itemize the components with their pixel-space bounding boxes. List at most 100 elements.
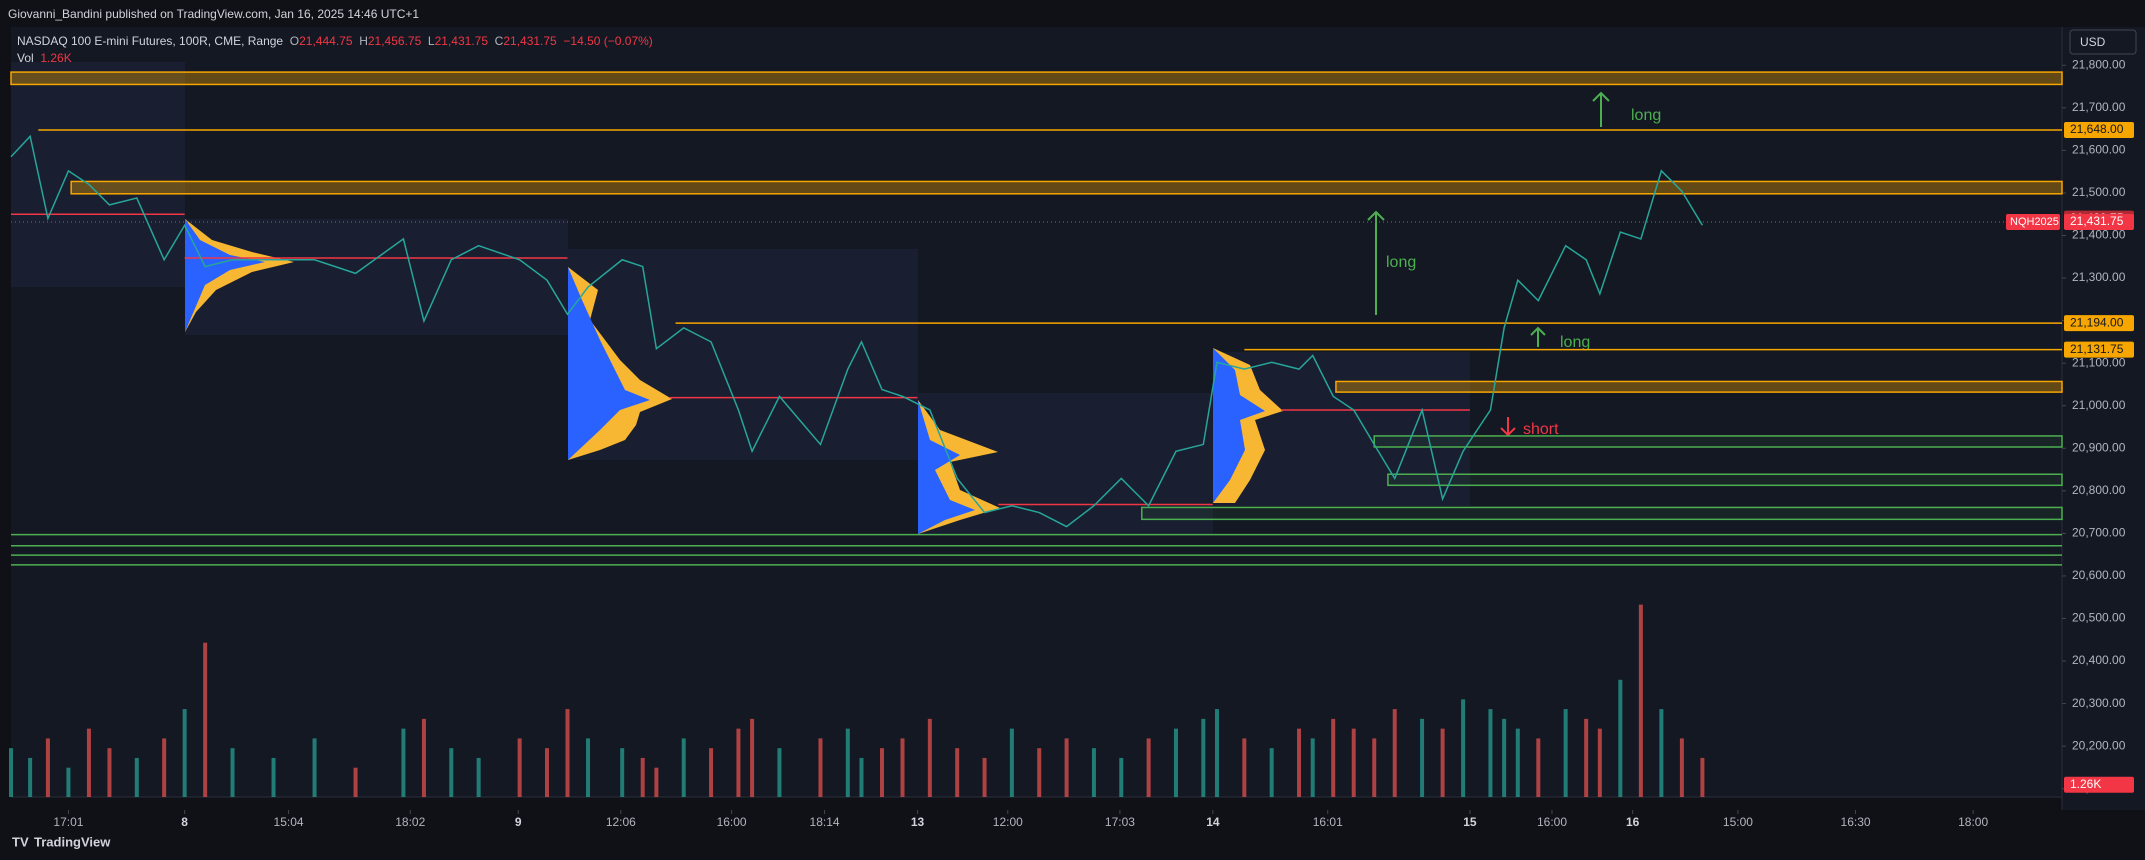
volume-bar — [750, 718, 755, 797]
key: L — [427, 34, 435, 48]
value: 1.26K — [40, 51, 72, 65]
volume-bar — [401, 728, 406, 797]
volume-bar — [28, 757, 33, 797]
volume-bar — [1461, 699, 1466, 797]
x-tick-label: 17:01 — [53, 815, 83, 829]
volume-bar — [1536, 738, 1541, 797]
volume-bar — [162, 738, 167, 797]
legend-row: NASDAQ 100 E-mini Futures, 100R, CME, Ra… — [17, 34, 653, 48]
volume-profile — [1213, 348, 1265, 503]
y-tick-label: 20,700.00 — [2072, 526, 2126, 540]
volume-bar — [620, 748, 625, 797]
level-zone — [1141, 506, 2063, 521]
volume-bar — [1638, 604, 1643, 797]
volume-bar — [1351, 728, 1356, 797]
publisher: Giovanni_Bandini published on TradingVie… — [8, 7, 420, 21]
x-tick-label: 18:00 — [1958, 815, 1988, 829]
x-tick-label: 16:00 — [1537, 815, 1567, 829]
volume-bar — [1242, 738, 1247, 797]
volume-bar — [845, 728, 850, 797]
volume-bar — [1146, 738, 1151, 797]
volume-bar — [859, 757, 864, 797]
y-tick-label: 21,600.00 — [2072, 143, 2126, 157]
x-tick-label: 13 — [911, 815, 925, 829]
volume-bar — [982, 757, 987, 797]
y-tick-label: 21,100.00 — [2072, 355, 2126, 369]
price-badge — [2064, 341, 2134, 358]
key: C — [494, 34, 504, 48]
x-tick-label: 16:30 — [1841, 815, 1871, 829]
volume-bar — [1659, 709, 1664, 797]
x-tick-label: 16:00 — [717, 815, 747, 829]
y-tick-label: 20,200.00 — [2072, 738, 2126, 752]
instrument: NASDAQ 100 E-mini Futures, 100R, CME, Ra… — [17, 34, 284, 48]
annotation: long — [1560, 334, 1590, 351]
top-bar — [0, 0, 2145, 27]
volume-bar — [736, 728, 741, 797]
volume-bar — [1372, 738, 1377, 797]
symbol-label: NQH2025 — [2010, 216, 2059, 228]
level-zone — [10, 71, 2063, 86]
volume-bar — [1091, 748, 1096, 797]
volume-bar — [955, 748, 960, 797]
volume-bar — [230, 748, 235, 797]
volume-bar — [709, 748, 714, 797]
volume-bar — [818, 738, 823, 797]
value: 21,431.75 — [434, 34, 488, 48]
volume-bar — [1563, 709, 1568, 797]
currency: USD — [2080, 35, 2106, 49]
volume-bar — [421, 718, 426, 797]
annotation: long — [1631, 107, 1661, 124]
x-tick-label: 12:06 — [606, 815, 636, 829]
y-tick-label: 21,000.00 — [2072, 398, 2126, 412]
y-tick-label: 20,300.00 — [2072, 696, 2126, 710]
y-tick-label: 21,300.00 — [2072, 270, 2126, 284]
profile-area — [185, 219, 568, 335]
value: 21,431.75 — [503, 34, 557, 48]
volume-badge — [2064, 776, 2134, 793]
volume-bar — [182, 709, 187, 797]
volume-bar — [1173, 728, 1178, 797]
volume-bar — [777, 748, 782, 797]
key: O — [289, 34, 300, 48]
price-badge — [2064, 315, 2134, 332]
x-tick-label: 8 — [181, 815, 188, 829]
volume-bar — [927, 718, 932, 797]
footer-logo: TV — [12, 834, 29, 849]
y-tick-label: 20,800.00 — [2072, 483, 2126, 497]
volume-bar — [1502, 718, 1507, 797]
volume-bar — [1009, 728, 1014, 797]
volume-bar — [271, 757, 276, 797]
x-tick-label: 12:00 — [993, 815, 1023, 829]
currency-box — [2069, 29, 2137, 55]
profile-area — [11, 62, 185, 287]
level-zone — [1387, 473, 2063, 487]
volume-bar — [681, 738, 686, 797]
volume-bar — [312, 738, 317, 797]
x-tick-label: 15:04 — [274, 815, 304, 829]
volume-bar — [134, 757, 139, 797]
volume-bar — [1420, 718, 1425, 797]
volume-bar — [1440, 728, 1445, 797]
last-badge — [2064, 213, 2134, 230]
x-tick-label: 15 — [1463, 815, 1477, 829]
y-tick-label: 20,900.00 — [2072, 440, 2126, 454]
price-badge-label: 21,648.00 — [2070, 122, 2124, 136]
key: Vol — [17, 51, 34, 65]
value: 21,456.75 — [367, 34, 422, 48]
y-tick-label: 21,500.00 — [2072, 185, 2126, 199]
volume-bar — [1700, 757, 1705, 797]
annotation: long — [1386, 254, 1416, 271]
level-zone — [70, 180, 2063, 195]
volume-bar — [449, 748, 454, 797]
arrow-up — [1592, 91, 1610, 127]
last-badge-label: 21,431.75 — [2070, 214, 2124, 228]
symbol-badge — [2006, 213, 2060, 230]
y-tick-label: 20,400.00 — [2072, 653, 2126, 667]
arrow-up — [1367, 210, 1385, 315]
volume-bar — [565, 709, 570, 797]
x-tick-label: 14 — [1206, 815, 1220, 829]
level-zone — [1373, 435, 2063, 448]
arrow-up — [1530, 326, 1546, 347]
volume-bar — [517, 738, 522, 797]
